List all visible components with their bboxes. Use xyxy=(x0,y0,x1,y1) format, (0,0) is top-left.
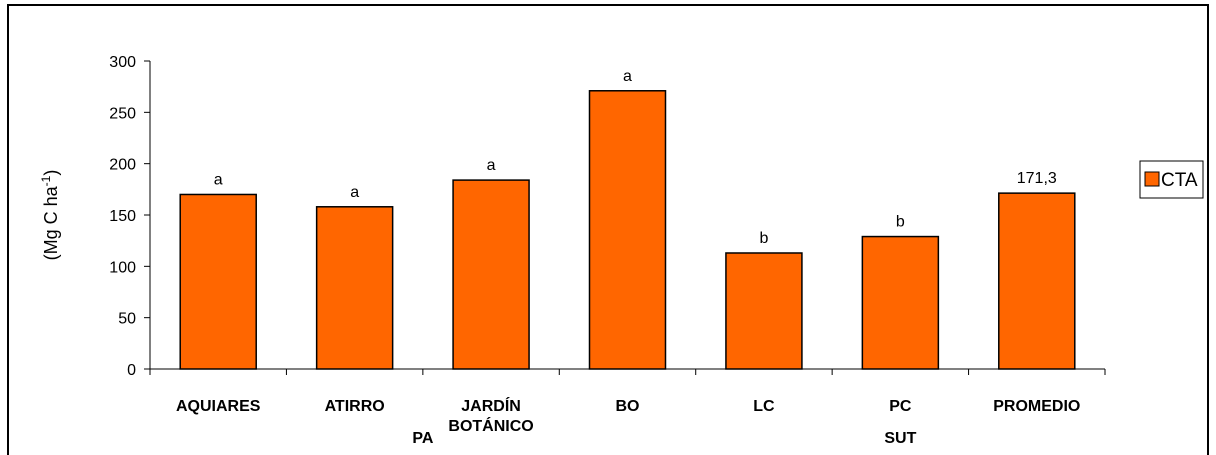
y-tick-label: 200 xyxy=(109,157,136,174)
y-tick-label: 250 xyxy=(109,105,136,122)
data-label: a xyxy=(623,68,632,85)
y-tick-label: 150 xyxy=(109,208,136,225)
x-tick-label: BOTÁNICO xyxy=(448,416,533,435)
x-tick-label: LC xyxy=(753,398,775,415)
y-tick-label: 50 xyxy=(118,311,136,328)
y-tick-label: 100 xyxy=(109,259,136,276)
y-tick-label: 300 xyxy=(109,54,136,71)
x-tick-label: BO xyxy=(616,398,640,415)
bar-promedio xyxy=(998,192,1076,370)
bar-atirro xyxy=(315,206,394,370)
bar-aquiares xyxy=(179,193,257,370)
bar-bo xyxy=(588,90,667,370)
data-label: a xyxy=(487,157,496,174)
y-axis-label: (Mg C ha-1) xyxy=(39,170,61,261)
legend-swatch xyxy=(1144,171,1160,187)
legend-label: CTA xyxy=(1161,170,1198,191)
legend-box xyxy=(1139,160,1204,199)
group-label: PA xyxy=(412,430,433,447)
bar-jardín-botánico xyxy=(452,179,530,370)
x-tick-label: PC xyxy=(889,398,912,415)
bar-lc xyxy=(725,252,803,370)
data-label: 171,3 xyxy=(1017,170,1057,187)
data-label: b xyxy=(759,230,768,247)
x-tick-label: ATIRRO xyxy=(325,398,385,415)
chart-frame xyxy=(7,4,1209,455)
bar-pc xyxy=(861,235,940,370)
y-tick-label: 0 xyxy=(127,362,136,379)
data-label: b xyxy=(896,214,905,231)
data-label: a xyxy=(350,184,359,201)
x-tick-label: AQUIARES xyxy=(176,398,261,415)
x-tick-label: JARDÍN xyxy=(461,396,521,415)
data-label: a xyxy=(214,171,223,188)
group-label: SUT xyxy=(884,430,916,447)
x-tick-label: PROMEDIO xyxy=(993,398,1080,415)
